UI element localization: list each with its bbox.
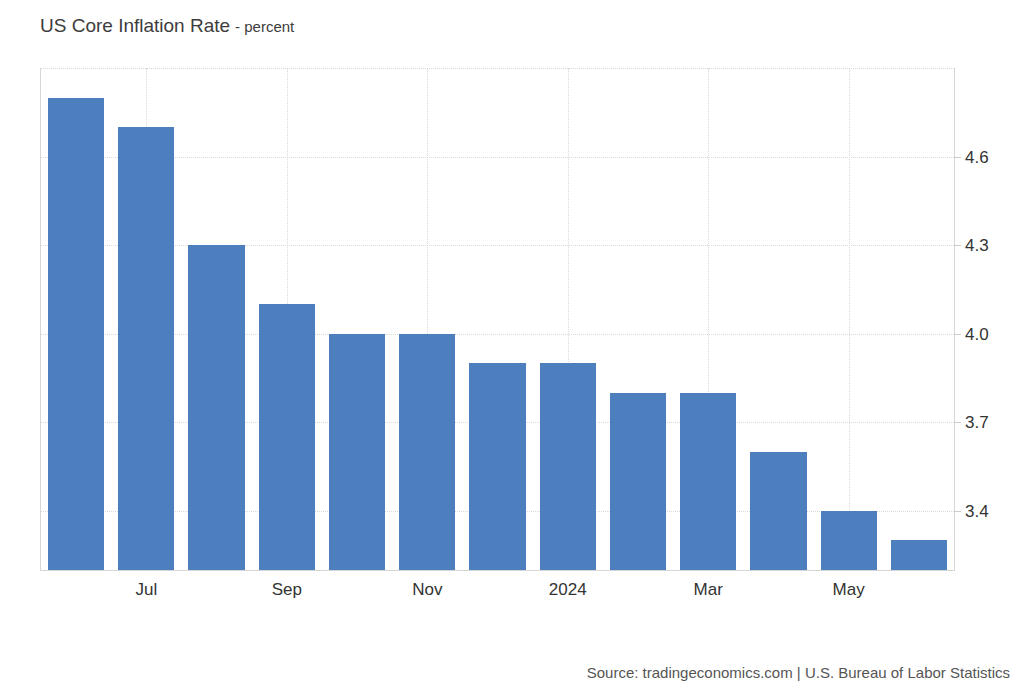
chart-subtitle: - percent: [235, 18, 294, 35]
y-axis-tick-mark: [954, 245, 961, 246]
y-axis-tick-label: 4.6: [965, 148, 989, 165]
chart-bar[interactable]: [48, 98, 104, 570]
plot-area: JulSepNov2024MarMay3.43.74.04.34.6: [40, 68, 955, 571]
y-axis-tick-label: 4.3: [965, 237, 989, 254]
x-axis-tick-label: Jul: [135, 581, 157, 598]
y-axis-tick-mark: [954, 511, 961, 512]
x-axis-tick-label: 2024: [549, 581, 587, 598]
chart-bar[interactable]: [540, 363, 596, 570]
chart-bar[interactable]: [399, 334, 455, 570]
y-axis-tick-label: 4.0: [965, 325, 989, 342]
chart-bar[interactable]: [821, 511, 877, 570]
x-axis-tick-label: Mar: [694, 581, 723, 598]
x-axis-tick-label: Nov: [412, 581, 442, 598]
gridline-horizontal: [41, 157, 954, 158]
gridline-horizontal: [41, 334, 954, 335]
chart-bar[interactable]: [610, 393, 666, 570]
chart-bar[interactable]: [188, 245, 244, 570]
y-axis-tick-label: 3.4: [965, 502, 989, 519]
y-axis-tick-label: 3.7: [965, 414, 989, 431]
chart-bar[interactable]: [680, 393, 736, 570]
chart-bar[interactable]: [259, 304, 315, 570]
chart-bar[interactable]: [118, 127, 174, 570]
chart-bar[interactable]: [329, 334, 385, 570]
gridline-horizontal: [41, 245, 954, 246]
y-axis-tick-mark: [954, 157, 961, 158]
gridline-horizontal: [41, 68, 954, 69]
y-axis-tick-mark: [954, 422, 961, 423]
chart-bar[interactable]: [891, 540, 947, 570]
x-axis-tick-label: Sep: [272, 581, 302, 598]
chart-bar[interactable]: [469, 363, 525, 570]
chart-header: US Core Inflation Rate - percent: [40, 15, 294, 37]
x-axis-tick-label: May: [833, 581, 865, 598]
chart-title: US Core Inflation Rate: [40, 15, 230, 36]
y-axis-tick-mark: [954, 334, 961, 335]
gridline-vertical: [849, 68, 850, 570]
source-text: Source: tradingeconomics.com | U.S. Bure…: [587, 664, 1010, 681]
us-core-inflation-chart: US Core Inflation Rate- percent JulSepNo…: [0, 0, 1024, 700]
chart-bar[interactable]: [750, 452, 806, 570]
